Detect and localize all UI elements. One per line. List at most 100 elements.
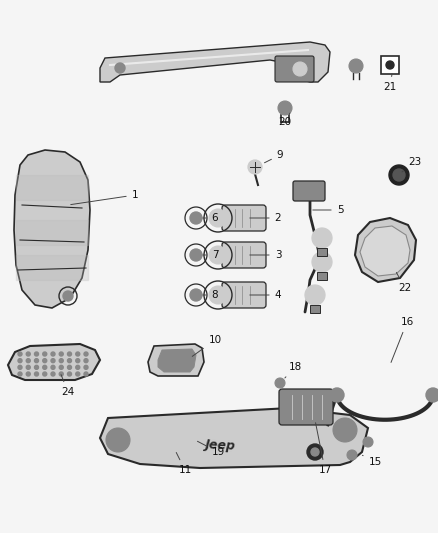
Circle shape (35, 352, 39, 356)
Circle shape (115, 63, 125, 73)
Text: 22: 22 (396, 272, 412, 293)
Circle shape (51, 365, 55, 369)
Circle shape (305, 285, 325, 305)
Circle shape (293, 62, 307, 76)
Circle shape (35, 372, 39, 376)
Polygon shape (148, 344, 204, 376)
FancyBboxPatch shape (222, 282, 266, 308)
Circle shape (26, 365, 30, 369)
Text: 19: 19 (198, 441, 225, 457)
FancyBboxPatch shape (222, 242, 266, 268)
Circle shape (67, 352, 71, 356)
Circle shape (67, 365, 71, 369)
Circle shape (26, 352, 30, 356)
Circle shape (248, 160, 262, 174)
Polygon shape (8, 344, 100, 380)
Circle shape (426, 388, 438, 402)
Text: 20: 20 (279, 113, 292, 127)
Circle shape (275, 378, 285, 388)
Circle shape (18, 359, 22, 362)
Circle shape (43, 359, 47, 362)
Circle shape (190, 212, 202, 224)
Text: 23: 23 (402, 157, 422, 172)
Text: 17: 17 (315, 423, 332, 475)
Circle shape (18, 352, 22, 356)
Text: 9: 9 (265, 150, 283, 163)
Circle shape (51, 372, 55, 376)
Text: 10: 10 (192, 335, 222, 357)
Text: 15: 15 (363, 455, 381, 467)
Circle shape (389, 165, 409, 185)
Circle shape (76, 359, 80, 362)
Circle shape (333, 418, 357, 442)
Text: 3: 3 (250, 250, 281, 260)
Circle shape (386, 61, 394, 69)
Circle shape (349, 59, 363, 73)
Polygon shape (360, 226, 410, 276)
Circle shape (84, 365, 88, 369)
FancyBboxPatch shape (310, 305, 320, 313)
Circle shape (59, 372, 63, 376)
Circle shape (363, 437, 373, 447)
Circle shape (51, 359, 55, 362)
FancyBboxPatch shape (317, 272, 327, 280)
Circle shape (190, 289, 202, 301)
Circle shape (35, 359, 39, 362)
Text: 11: 11 (176, 453, 192, 475)
Circle shape (393, 169, 405, 181)
Circle shape (76, 352, 80, 356)
FancyBboxPatch shape (317, 248, 327, 256)
Circle shape (35, 365, 39, 369)
Text: 24: 24 (61, 375, 74, 397)
Circle shape (307, 444, 323, 460)
Circle shape (209, 209, 227, 227)
Text: 2: 2 (250, 213, 281, 223)
Circle shape (84, 372, 88, 376)
Text: 18: 18 (285, 362, 302, 378)
Circle shape (67, 372, 71, 376)
Text: 4: 4 (250, 290, 281, 300)
Circle shape (347, 450, 357, 460)
Circle shape (76, 365, 80, 369)
Polygon shape (100, 42, 330, 82)
Text: 21: 21 (383, 74, 397, 92)
Circle shape (18, 372, 22, 376)
Circle shape (59, 352, 63, 356)
Circle shape (26, 359, 30, 362)
Circle shape (43, 372, 47, 376)
FancyBboxPatch shape (381, 56, 399, 74)
Circle shape (278, 101, 292, 115)
Circle shape (190, 249, 202, 261)
FancyBboxPatch shape (222, 205, 266, 231)
Circle shape (312, 228, 332, 248)
Circle shape (84, 359, 88, 362)
Circle shape (26, 372, 30, 376)
Circle shape (84, 352, 88, 356)
Circle shape (18, 365, 22, 369)
Circle shape (43, 365, 47, 369)
Circle shape (59, 365, 63, 369)
Circle shape (106, 428, 130, 452)
Polygon shape (14, 150, 90, 308)
Polygon shape (100, 408, 368, 468)
Polygon shape (158, 349, 196, 372)
Text: 1: 1 (71, 190, 138, 205)
Circle shape (330, 388, 344, 402)
Polygon shape (355, 218, 416, 282)
Circle shape (311, 448, 319, 456)
Text: Jeep: Jeep (205, 438, 236, 453)
Text: 8: 8 (203, 290, 218, 300)
Circle shape (59, 359, 63, 362)
Circle shape (209, 286, 227, 304)
Circle shape (67, 359, 71, 362)
Text: 6: 6 (203, 213, 218, 223)
Circle shape (51, 352, 55, 356)
Circle shape (209, 246, 227, 264)
Text: 16: 16 (391, 317, 413, 362)
FancyBboxPatch shape (293, 181, 325, 201)
Circle shape (76, 372, 80, 376)
Text: 5: 5 (313, 205, 343, 215)
Text: 7: 7 (203, 250, 218, 260)
Circle shape (63, 291, 73, 301)
FancyBboxPatch shape (279, 389, 333, 425)
